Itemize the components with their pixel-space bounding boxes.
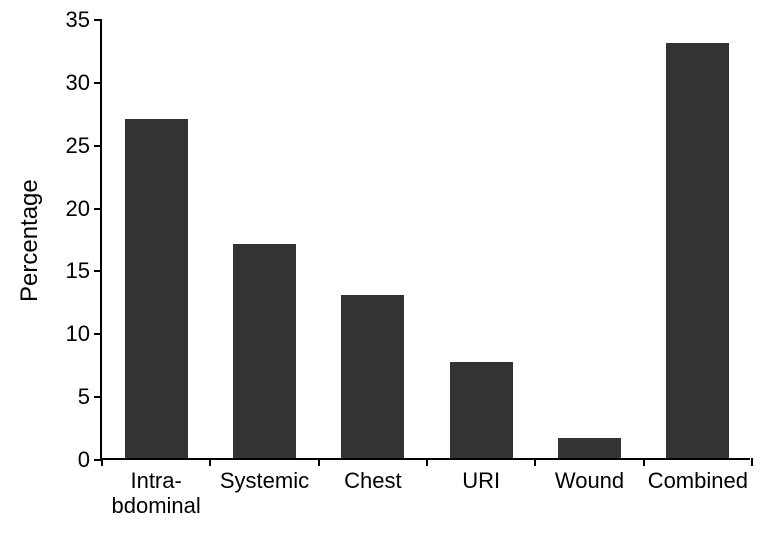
y-tick-label: 35 bbox=[66, 7, 102, 33]
y-axis-title: Percentage bbox=[16, 182, 44, 302]
bar bbox=[666, 43, 729, 458]
bar bbox=[125, 119, 188, 458]
x-tick-label: URI bbox=[462, 458, 500, 493]
bar bbox=[233, 244, 296, 458]
bar bbox=[558, 438, 621, 458]
y-tick-label: 0 bbox=[78, 447, 102, 473]
bar bbox=[341, 295, 404, 458]
y-tick-label: 20 bbox=[66, 196, 102, 222]
x-tick-label: Intra- bdominal bbox=[112, 458, 201, 519]
x-tick bbox=[534, 458, 536, 466]
bar bbox=[450, 362, 513, 458]
x-tick bbox=[209, 458, 211, 466]
x-tick-label: Systemic bbox=[220, 458, 309, 493]
x-tick bbox=[318, 458, 320, 466]
y-tick-label: 25 bbox=[66, 133, 102, 159]
x-tick-label: Chest bbox=[344, 458, 401, 493]
y-tick-label: 30 bbox=[66, 70, 102, 96]
bar-chart: 0 5 10 15 20 25 30 35 Intra- bdominal Systemic Che… bbox=[0, 0, 775, 552]
x-tick-label: Wound bbox=[555, 458, 624, 493]
x-tick bbox=[643, 458, 645, 466]
x-tick bbox=[426, 458, 428, 466]
plot-area: 05101520253035Intra- bdominalSystemicChe… bbox=[100, 20, 750, 460]
x-tick-label: Combined bbox=[648, 458, 748, 493]
x-tick bbox=[751, 458, 753, 466]
y-tick-label: 5 bbox=[78, 384, 102, 410]
y-tick-label: 10 bbox=[66, 321, 102, 347]
x-tick bbox=[101, 458, 103, 466]
y-tick-label: 15 bbox=[66, 258, 102, 284]
